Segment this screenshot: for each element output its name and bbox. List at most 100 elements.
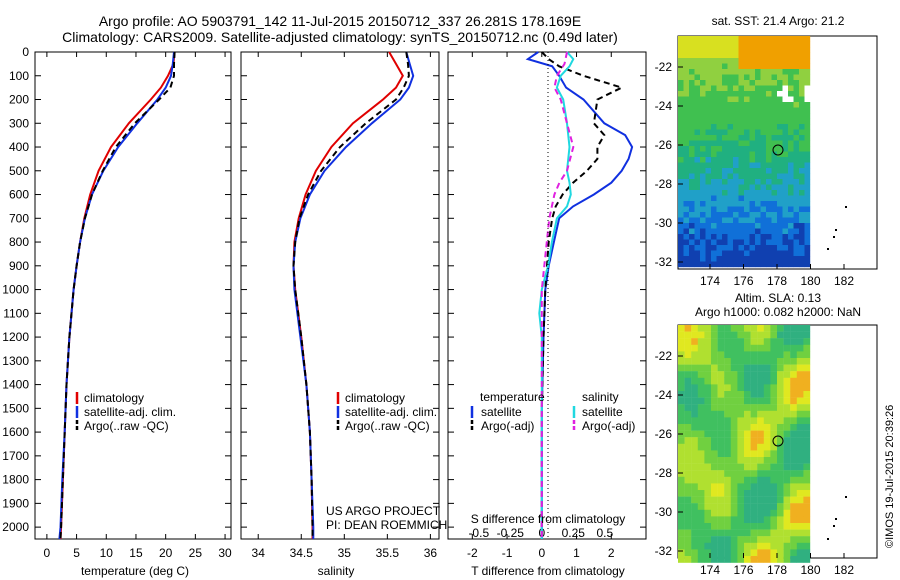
sla-cell [711,476,718,484]
sst-cell [689,80,695,86]
sla-cell [697,549,705,557]
sla-cell [697,404,705,411]
sla-cell [757,391,764,398]
sla-cell [730,523,738,530]
sla-cell [730,542,738,550]
sst-cell [793,146,800,152]
sst-cell [799,223,805,229]
sst-cell [782,245,789,251]
sst-cell [788,217,794,224]
series-line-temperature Argo(-adj) [540,51,625,539]
sst-cell [700,140,706,147]
sla-cell [717,450,725,458]
sst-cell [777,102,783,108]
sst-cell [788,245,794,251]
sst-cell [738,69,745,75]
sst-cell [793,107,800,114]
sla-cell [697,325,705,332]
sst-cell [760,239,767,246]
sst-cell [705,91,712,97]
sst-cell [733,41,739,48]
sla-cell [750,325,758,332]
sst-cell [755,69,761,75]
sla-cell [704,424,712,431]
sst-cell [749,74,756,81]
sst-cell [749,201,756,207]
sla-cell [730,443,738,451]
sla-cell [691,470,698,477]
sla-cell [796,430,804,438]
sla-cell [678,325,685,332]
sst-cell [804,113,811,119]
sst-cell [738,206,745,213]
sst-cell [733,190,739,196]
sst-cell [689,36,695,42]
sst-cell [678,107,684,114]
sst-cell [711,245,717,251]
sst-cell [694,256,701,262]
sla-cell [697,358,705,365]
sst-cell [766,118,772,125]
sst-cell [760,151,767,158]
sst-cell [705,223,712,229]
sla-cell [730,490,738,497]
sla-cell [790,331,797,339]
sla-cell [684,516,692,524]
sst-cell [694,206,701,213]
sst-cell [678,212,684,218]
sla-cell [678,371,685,378]
sst-cell [694,201,701,207]
sla-cell [803,470,811,477]
sst-cell [733,157,739,163]
sst-cell [755,245,761,251]
sla-cell [777,490,784,497]
sla-cell [777,470,784,477]
sla-cell [730,470,738,477]
sst-cell [799,239,805,246]
sst-cell [799,162,805,169]
sst-cell [744,36,750,42]
sla-cell [777,509,784,517]
sst-cell [678,217,684,224]
sla-cell [704,476,712,484]
sla-cell [724,371,731,378]
sst-cell [722,239,728,246]
sla-cell [717,404,725,411]
sla-cell [684,397,692,405]
lon-tick-label: 176 [733,274,753,288]
sst-cell [771,179,778,185]
sla-cell [790,457,797,464]
sst-cell [804,63,811,70]
sst-cell [793,85,800,92]
sst-cell [760,261,767,268]
sst-cell [694,47,701,53]
sst-cell [711,256,717,262]
sla-cell [737,344,745,352]
sst-cell [705,261,712,268]
sst-cell [705,212,712,218]
sst-cell [689,47,695,53]
sla-cell [684,450,692,458]
lat-tick-label: -28 [655,177,673,191]
sst-cell [744,168,750,174]
sla-cell [691,483,698,491]
sla-cell [757,410,764,418]
lon-tick-label: 182 [834,563,854,577]
x-tick-label: -1 [502,546,513,560]
sst-cell [782,146,789,152]
sla-cell [704,463,712,471]
sla-cell [724,364,731,372]
sla-cell [697,516,705,524]
sst-cell [711,201,717,207]
sst-cell [733,217,739,224]
sla-cell [750,496,758,504]
sst-cell [755,201,761,207]
sla-cell [737,391,745,398]
sla-map-title-2: Argo h1000: 0.082 h2000: NaN [695,305,861,319]
sst-cell [738,135,745,141]
sst-cell [694,245,701,251]
sst-cell [733,102,739,108]
sst-cell [689,245,695,251]
sst-cell [760,85,767,92]
sst-cell [788,239,794,246]
